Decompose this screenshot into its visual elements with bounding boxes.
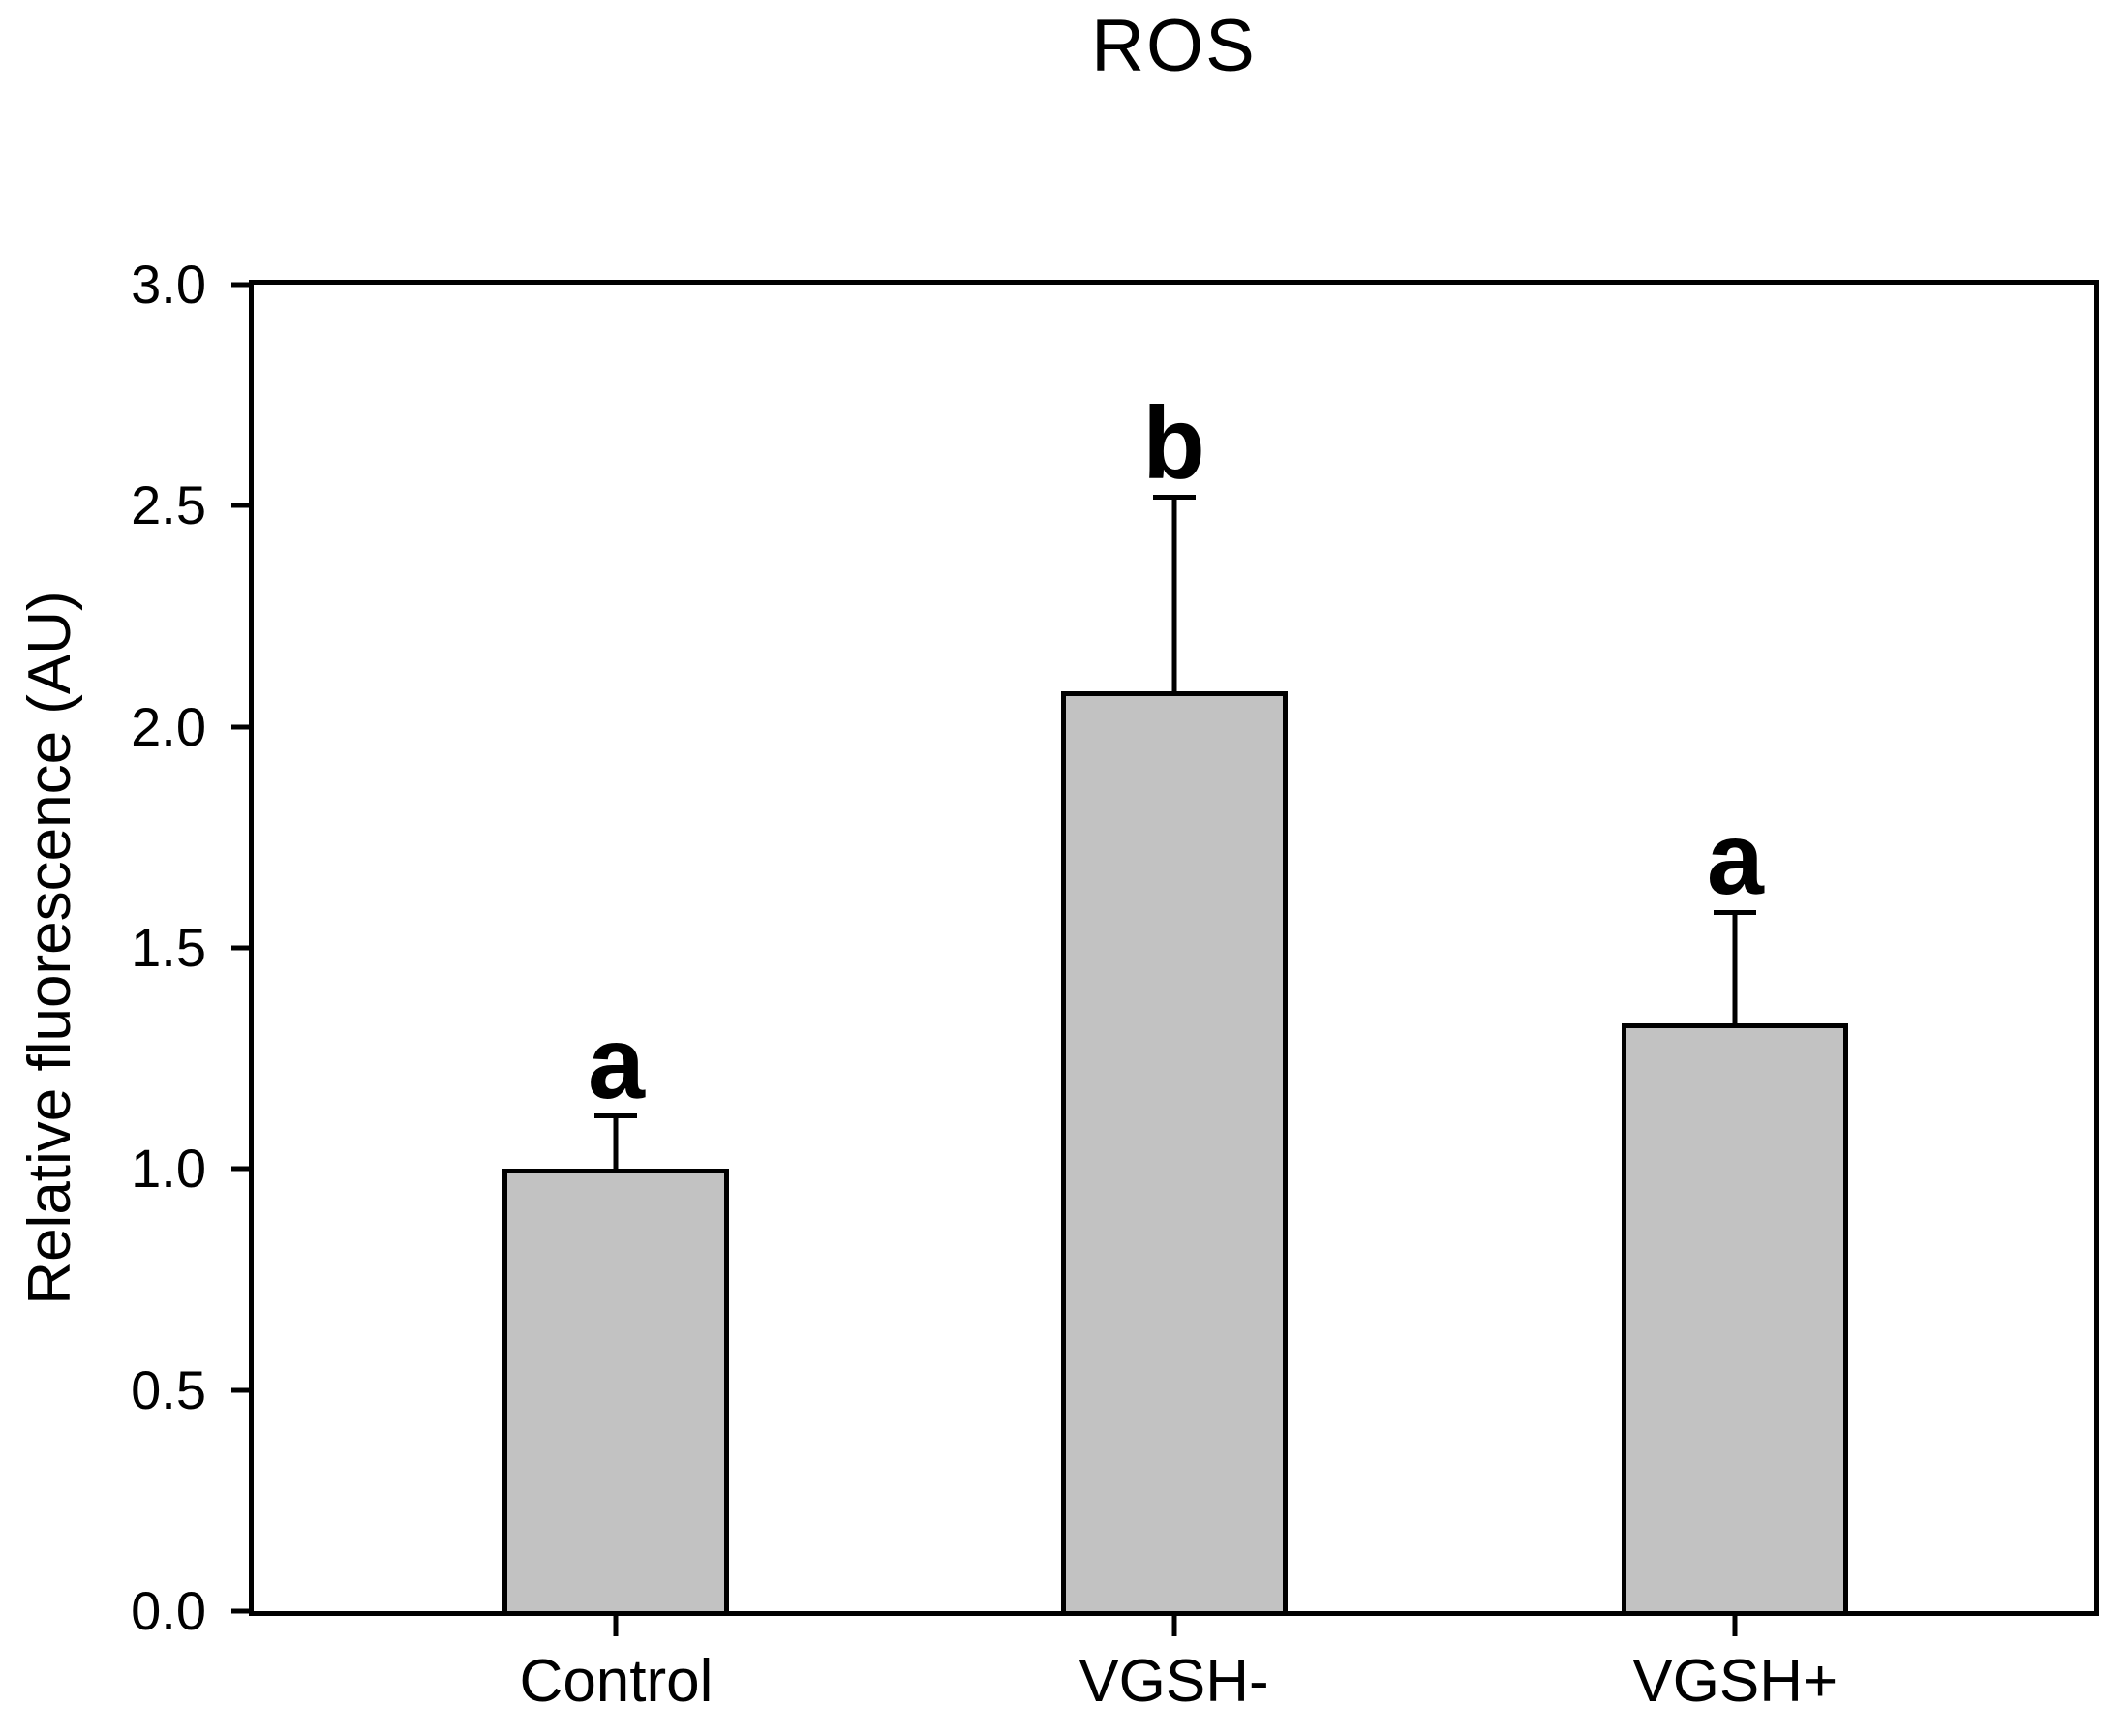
y-axis-tick [231,282,249,288]
y-axis-tick [231,1166,249,1172]
y-axis-tick [231,1387,249,1393]
y-axis-tick [231,1608,249,1614]
y-axis-label: Relative fluorescence (AU) [16,591,83,1305]
x-axis-tick [1171,1611,1176,1636]
error-bar-cap [1152,494,1196,500]
x-category-label: VGSH+ [1632,1648,1838,1715]
error-bar-cap [594,1113,638,1119]
y-axis-tick-label: 0.0 [131,1580,206,1641]
error-bar-line [1171,497,1176,692]
bar [502,1169,730,1611]
y-axis-tick-label: 1.0 [131,1138,206,1200]
y-axis-tick [231,724,249,730]
y-axis-tick-label: 1.5 [131,917,206,978]
y-axis-tick-label: 0.5 [131,1358,206,1420]
y-axis-tick [231,503,249,508]
chart-title: ROS [1091,5,1257,87]
x-axis-tick [1732,1611,1738,1636]
significance-letter: a [588,1005,645,1120]
y-axis-tick-label: 2.0 [131,695,206,757]
y-axis-tick [231,945,249,951]
bar [1622,1022,1849,1611]
bar [1060,691,1288,1611]
error-bar-line [1732,912,1738,1023]
error-bar-cap [1714,909,1757,915]
significance-letter: b [1142,386,1205,502]
plot-area: 0.0 0.5 1.0 1.5 2.0 2.5 3.0 a Control b VGSH-a VGSH… [131,258,2099,1712]
x-category-label: Control [519,1648,714,1715]
error-bar-line [613,1115,619,1170]
y-axis-tick-label: 3.0 [131,254,206,315]
x-axis-tick [613,1611,619,1636]
significance-letter: a [1706,802,1764,917]
y-axis-tick-label: 2.5 [131,474,206,536]
x-category-label: VGSH- [1079,1648,1269,1715]
